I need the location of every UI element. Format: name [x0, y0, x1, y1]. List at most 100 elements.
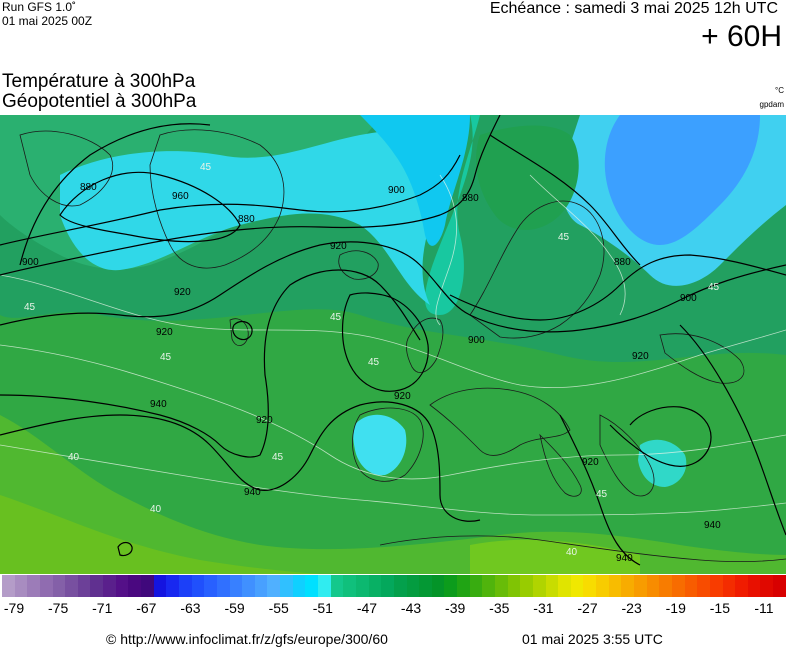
- contour-label: 900: [468, 335, 485, 346]
- colorbar-swatch: [128, 575, 142, 597]
- run-label: Run GFS 1.0˚: [2, 0, 77, 14]
- colorbar-swatch: [178, 575, 192, 597]
- lead-time: + 60H: [701, 20, 782, 53]
- colorbar-swatch: [330, 575, 344, 597]
- colorbar-swatch: [684, 575, 698, 597]
- isotherm-label: 40: [566, 547, 578, 558]
- colorbar-swatch: [14, 575, 28, 597]
- unit-geopotential: gpdam: [759, 100, 784, 109]
- colorbar-swatch: [444, 575, 458, 597]
- colorbar-swatch: [735, 575, 748, 597]
- contour-label: 900: [22, 257, 39, 268]
- colorbar-swatch: [355, 575, 369, 597]
- colorbar-tick-label: -23: [621, 600, 642, 616]
- colorbar-swatch: [153, 575, 167, 597]
- colorbar-tick-label: -51: [312, 600, 333, 616]
- colorbar-swatch: [621, 575, 635, 597]
- cold-pool-eastern-mediterranean: [638, 439, 687, 487]
- colorbar-tick-label: -71: [92, 600, 113, 616]
- map-graphic: 880 960 880 900 880 920 900 880 900 920 …: [0, 115, 786, 574]
- cold-pool-iberia: [353, 414, 407, 476]
- forecast-map: 880 960 880 900 880 920 900 880 900 920 …: [0, 115, 786, 574]
- colorbar-tick-label: -39: [445, 600, 466, 616]
- contour-label: 920: [156, 327, 173, 338]
- colorbar-swatch: [318, 575, 331, 597]
- contour-label: 880: [238, 214, 255, 225]
- colorbar-swatch: [646, 575, 660, 597]
- colorbar-swatch: [27, 575, 40, 597]
- isotherm-lines: [0, 174, 786, 516]
- colorbar-swatch: [204, 575, 217, 597]
- colorbar-swatch: [419, 575, 432, 597]
- isotherm-label: 45: [708, 282, 720, 293]
- island-marker: [117, 541, 133, 557]
- colorbar-swatch: [254, 575, 268, 597]
- colorbar-tick-label: -19: [665, 600, 686, 616]
- unit-temperature: °C: [775, 86, 784, 95]
- colorbar-swatch: [368, 575, 382, 597]
- colorbar-tick-label: -63: [180, 600, 201, 616]
- colorbar-swatch: [52, 575, 66, 597]
- contour-low-atlantic: [59, 171, 241, 243]
- contour-900: [0, 115, 501, 276]
- source-url: © http://www.infoclimat.fr/z/gfs/europe/…: [106, 631, 388, 647]
- contour-940: [0, 401, 481, 522]
- temperature-band-southwest: [0, 495, 320, 574]
- greenland-coast: [149, 129, 285, 269]
- colorbar-swatch: [634, 575, 647, 597]
- contour-920-med-low: [609, 406, 712, 467]
- azores-island-coast: [229, 318, 249, 346]
- isotherm-label: 45: [330, 312, 342, 323]
- colorbar-swatch: [77, 575, 91, 597]
- map-title-geopotential: Géopotentiel à 300hPa: [2, 91, 197, 112]
- warm-pocket-norway: [475, 125, 579, 230]
- contour-940-east: [559, 414, 641, 566]
- contour-880-east: [489, 134, 641, 266]
- colorbar-swatch: [532, 575, 546, 597]
- isotherm-label: 45: [558, 232, 570, 243]
- isotherm-label: 45: [368, 357, 380, 368]
- colorbar-tick-label: -47: [356, 600, 378, 616]
- colorbar-ticks: -79 -75 -71 -67 -63 -59 -55 -51 -47 -43 -39 -35 -31 -…: [0, 600, 786, 618]
- colorbar-swatch: [747, 575, 761, 597]
- isotherm-label: 45: [596, 489, 608, 500]
- colorbar-swatch: [343, 575, 356, 597]
- contour-label: 960: [172, 191, 189, 202]
- colorbar-swatch: [242, 575, 255, 597]
- cold-pool-north-atlantic: [60, 129, 445, 305]
- colorbar-swatch: [39, 575, 53, 597]
- contour-label: 920: [330, 241, 347, 252]
- colorbar-swatch: [267, 575, 281, 597]
- contour-940-far-east: [679, 324, 786, 536]
- colorbar-tick-label: -43: [400, 600, 422, 616]
- italy-peninsula-coast: [539, 433, 582, 497]
- contour-label: 880: [614, 257, 631, 268]
- colorbar-swatch: [469, 575, 483, 597]
- black-sea-coast: [659, 333, 745, 384]
- colorbar-swatch: [545, 575, 559, 597]
- colorbar-tick-label: -67: [136, 600, 157, 616]
- colorbar-swatch: [65, 575, 78, 597]
- colorbar-swatch: [697, 575, 710, 597]
- colorbar-swatch: [457, 575, 470, 597]
- colorbar-tick-label: -15: [709, 600, 730, 616]
- run-date: 01 mai 2025 00Z: [2, 14, 93, 28]
- temperature-colorbar: [2, 575, 786, 597]
- map-title-temperature: Température à 300hPa: [2, 71, 196, 92]
- colorbar-swatch: [393, 575, 407, 597]
- colorbar-tick-label: -31: [533, 600, 554, 616]
- british-isles-coast: [406, 317, 444, 374]
- contour-label: 920: [632, 351, 649, 362]
- colorbar-swatch: [166, 575, 179, 597]
- colorbar-tick-label: -27: [577, 600, 598, 616]
- contour-880-west: [0, 154, 461, 246]
- colorbar-swatch: [381, 575, 394, 597]
- colorbar-swatch: [305, 575, 319, 597]
- valid-time: Echéance : samedi 3 mai 2025 12h UTC: [489, 0, 778, 17]
- contour-920-iberian-low: [341, 292, 429, 392]
- colorbar-tick-label: -75: [47, 600, 69, 616]
- contour-label: 920: [394, 391, 411, 402]
- colorbar-swatch: [520, 575, 533, 597]
- iceland-coast: [338, 250, 379, 280]
- contour-label: 920: [582, 457, 599, 468]
